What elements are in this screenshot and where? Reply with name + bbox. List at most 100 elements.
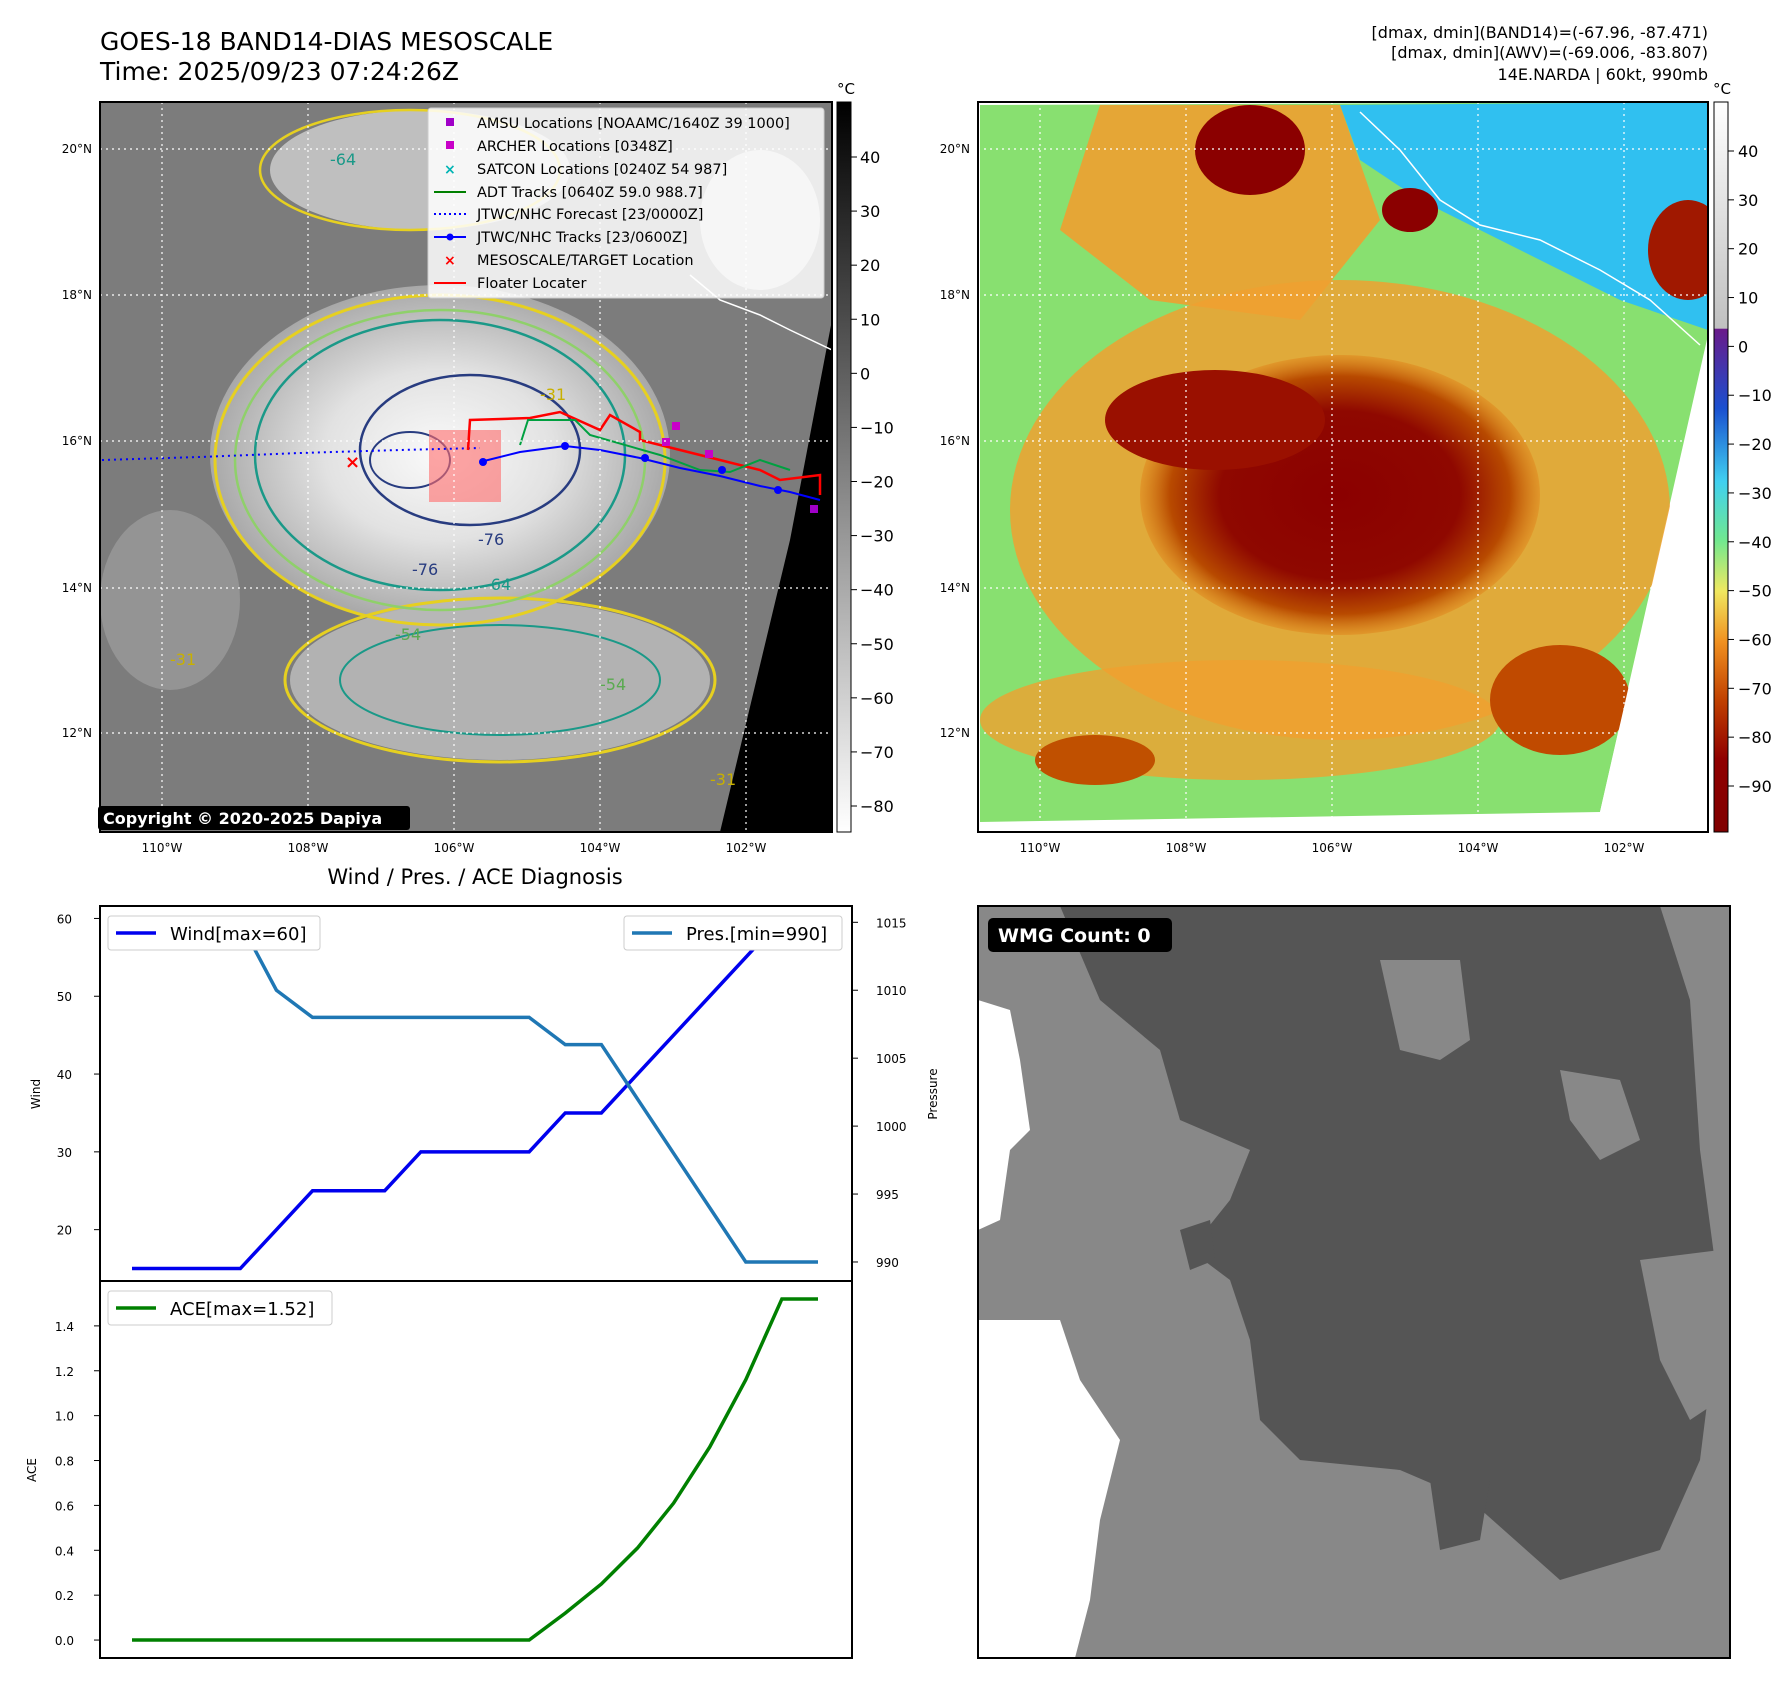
color-map-northeast-cold [1340, 102, 1708, 330]
wind-series-line [132, 916, 818, 1271]
ace-series-line [132, 1297, 818, 1642]
gray-colorbar-tick-label: −80 [860, 797, 894, 816]
adt-track [519, 419, 791, 474]
ace-tick-label: 0.6 [55, 1499, 74, 1513]
color-colorbar-tick-label: −60 [1738, 630, 1772, 649]
color-colorbar-tick-label: 0 [1738, 337, 1748, 356]
color-colorbar-tick-label: −10 [1738, 386, 1772, 405]
lon-label: 106°W [1312, 841, 1353, 855]
lat-label: 12°N [940, 726, 970, 740]
contour-minus-64-south [339, 624, 661, 736]
wmg-gray-island [1560, 1070, 1640, 1160]
wind-axis-label: Wind [29, 1079, 43, 1109]
ace-tick-label: 0.4 [55, 1544, 74, 1558]
color-map-coastline [1359, 111, 1701, 346]
lat-label: 14°N [62, 581, 92, 595]
copyright-text: Copyright © 2020-2025 Dapiya [103, 809, 382, 828]
legend-amsu-symbol [446, 118, 454, 126]
gray-colorbar-tick-label: 10 [860, 310, 880, 329]
lat-label: 14°N [940, 581, 970, 595]
color-colorbar-tick-label: −70 [1738, 679, 1772, 698]
archer-location-marker [662, 438, 670, 446]
wind-pres-plot-frame [99, 905, 853, 1282]
lat-label: 16°N [940, 434, 970, 448]
legend-target-label: MESOSCALE/TARGET Location [477, 253, 694, 269]
jtwc-track-point [718, 466, 726, 474]
legend-forecast-label: JTWC/NHC Forecast [23/0000Z] [476, 207, 703, 223]
mesoscale-target-box [429, 430, 501, 502]
pressure-axis-label: Pressure [926, 1068, 940, 1119]
ace-plot-frame [99, 1280, 853, 1659]
contour-label: -31 [540, 385, 566, 404]
color-colorbar-tick-label: −80 [1738, 728, 1772, 747]
gray-colorbar-tick-label: 40 [860, 148, 880, 167]
contour-labels: -76 -76 -64 -64 -54 -54 -31 -31 -31 [170, 150, 736, 789]
wind-tick-label: 50 [57, 990, 72, 1004]
color-colorbar-tick-label: 10 [1738, 289, 1758, 308]
ace-tick-label: 1.0 [55, 1410, 74, 1424]
diagnosis-title: Wind / Pres. / ACE Diagnosis [327, 865, 622, 889]
color-map-southeast-cell [1490, 645, 1630, 755]
mesoscale-target-marker: × [345, 452, 360, 473]
legend-jtwc-dot [446, 233, 454, 241]
pressure-tick-label: 995 [876, 1188, 899, 1202]
color-map-east-cell [1648, 200, 1708, 300]
pressure-tick-label: 1015 [876, 916, 907, 930]
legend-satcon-label: SATCON Locations [0240Z 54 987] [477, 162, 727, 178]
wmg-gray-island [1640, 1250, 1720, 1420]
legend-satcon-symbol: × [444, 162, 456, 178]
jtwc-track-point [561, 442, 569, 450]
ace-legend: ACE[max=1.52] [107, 1290, 333, 1326]
gray-colorbar-tick-label: −30 [860, 527, 894, 546]
wmg-gray-island [1380, 960, 1470, 1060]
color-map-storm-west [1105, 370, 1325, 470]
pressure-legend: Pres.[min=990] [623, 915, 843, 951]
pressure-tick-label: 1005 [876, 1052, 907, 1066]
contour-label: -54 [395, 625, 421, 644]
color-colorbar-tick-label: 20 [1738, 240, 1758, 259]
lat-label: 20°N [940, 142, 970, 156]
ace-tick-label: 0.8 [55, 1455, 74, 1469]
lon-label: 110°W [142, 841, 183, 855]
contour-label: -76 [412, 560, 438, 579]
ace-tick-label: 1.4 [55, 1320, 74, 1334]
ace-axis-label: ACE [25, 1458, 39, 1482]
color-colorbar-tick-label: −20 [1738, 435, 1772, 454]
map-legend: AMSU Locations [NOAAMC/1640Z 39 1000] AR… [427, 107, 825, 299]
copyright-box [98, 806, 410, 830]
gray-colorbar-tick-label: −20 [860, 473, 894, 492]
legend-target-symbol: × [444, 253, 456, 269]
floater-locater-track [466, 410, 822, 495]
lat-label: 16°N [62, 434, 92, 448]
gray-colorbar-ticks: 40 30 20 10 0 −10 −20 −30 −40 −50 −60 −70 −80 [851, 148, 894, 816]
wind-tick-label: 20 [57, 1224, 72, 1238]
wmg-white-region-north [978, 1000, 1030, 1230]
gray-colorbar-tick-label: −70 [860, 743, 894, 762]
ace-tick-label: 0.2 [55, 1589, 74, 1603]
wmg-dark-island [1180, 1220, 1215, 1270]
contour-label: -31 [710, 770, 736, 789]
amsu-location-marker [810, 505, 818, 513]
legend-adt-label: ADT Tracks [0640Z 59.0 988.7] [477, 185, 703, 201]
lat-label: 18°N [62, 288, 92, 302]
color-colorbar-tick-label: −90 [1738, 777, 1772, 796]
color-colorbar-tick-label: −30 [1738, 484, 1772, 503]
gray-colorbar-tick-label: 0 [860, 364, 870, 383]
wind-legend-label: Wind[max=60] [170, 924, 307, 945]
wmg-count-label: WMG Count: 0 [998, 925, 1151, 947]
contour-label: -54 [600, 675, 626, 694]
color-map-gridlines [978, 102, 1708, 832]
legend-floater-label: Floater Locater [477, 276, 586, 292]
gray-colorbar-tick-label: −50 [860, 635, 894, 654]
ir-cloud-south [290, 600, 710, 760]
wind-legend: Wind[max=60] [107, 915, 321, 951]
ace-tick-label: 0.0 [55, 1634, 74, 1648]
contour-minus-31-south [283, 596, 717, 764]
gray-colorbar-tick-label: −10 [860, 418, 894, 437]
contour-label: -31 [170, 650, 196, 669]
wind-tick-label: 60 [57, 912, 72, 926]
pressure-tick-label: 1000 [876, 1120, 907, 1134]
